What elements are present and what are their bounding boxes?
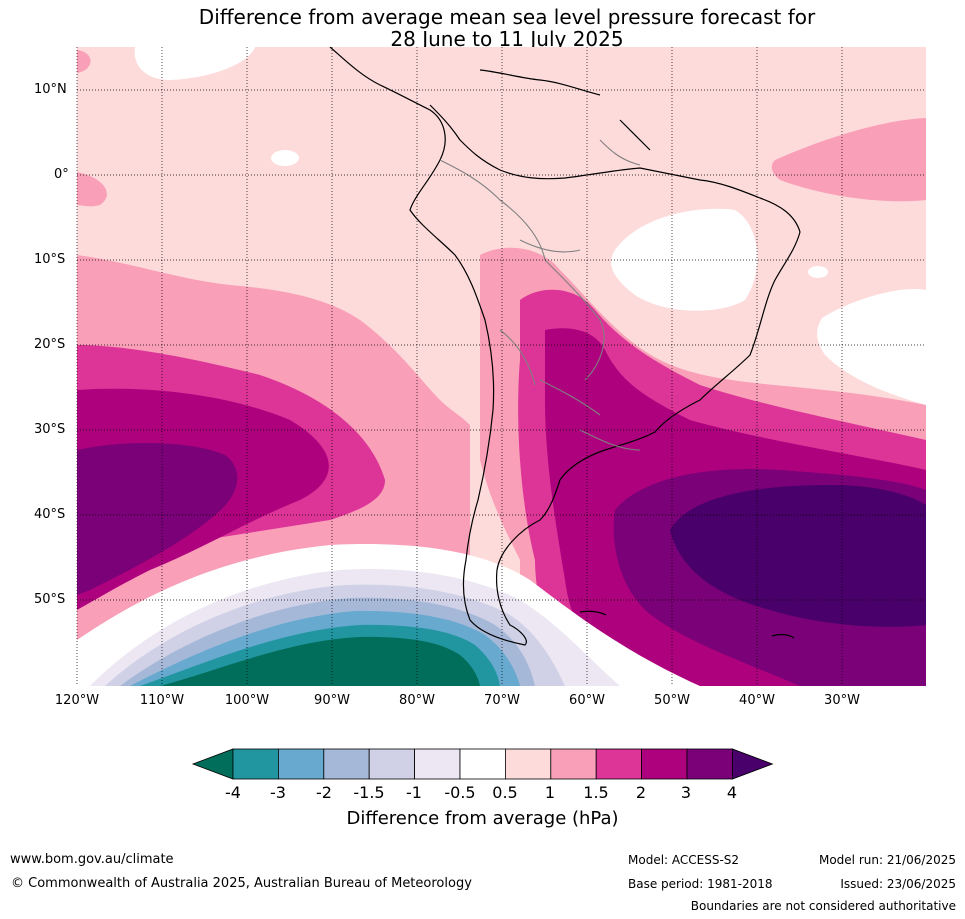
lat-label-20s: 20°S: [34, 337, 66, 352]
lon-label-100w: 100°W: [224, 693, 270, 708]
lon-label-80w: 80°W: [399, 693, 435, 708]
colorbar-segment: [277, 748, 325, 780]
lat-label-30s: 30°S: [34, 422, 66, 437]
colorbar-tick: -3: [270, 783, 286, 802]
footer-url[interactable]: www.bom.gov.au/climate: [10, 852, 174, 867]
lat-label-0: 0°: [54, 167, 69, 182]
colorbar-tick: 3: [680, 783, 692, 802]
colorbar-segment: [550, 748, 597, 780]
lon-label-40w: 40°W: [739, 693, 775, 708]
colorbar-segment: [504, 748, 552, 780]
footer-base-period: Base period: 1981-2018: [628, 877, 773, 891]
colorbar: [191, 748, 774, 780]
colorbar-extend-low: [191, 748, 234, 780]
footer-issued: Issued: 23/06/2025: [840, 877, 956, 891]
lat-label-40s: 40°S: [34, 507, 66, 522]
colorbar-tick: -4: [225, 783, 241, 802]
lat-label-50s: 50°S: [34, 592, 66, 607]
colorbar-tick: -0.5: [444, 783, 476, 802]
colorbar-tick: 4: [726, 783, 738, 802]
colorbar-segment: [641, 748, 688, 780]
colorbar-segment: [459, 748, 506, 780]
colorbar-tick: 0.5: [492, 783, 518, 802]
title-line-2: 28 June to 11 July 2025: [390, 27, 624, 51]
lon-label-110w: 110°W: [139, 693, 185, 708]
colorbar-tick: -1: [406, 783, 422, 802]
lat-label-10s: 10°S: [34, 252, 66, 267]
pressure-anomaly-map: [76, 47, 926, 686]
lon-label-70w: 70°W: [484, 693, 520, 708]
colorbar-segment: [368, 748, 416, 780]
colorbar-tick: -1.5: [353, 783, 385, 802]
coastlines: [329, 47, 801, 646]
graticule: [76, 47, 926, 686]
footer-model-run: Model run: 21/06/2025: [818, 853, 956, 867]
lat-label-10n: 10°N: [34, 82, 67, 97]
lon-label-50w: 50°W: [654, 693, 690, 708]
anomaly-field: [77, 47, 926, 686]
colorbar-segment: [232, 748, 279, 780]
lon-label-60w: 60°W: [569, 693, 605, 708]
colorbar-tick: 1.5: [583, 783, 609, 802]
footer-copyright: © Commonwealth of Australia 2025, Austra…: [11, 876, 472, 891]
footer-boundaries-note: Boundaries are not considered authoritat…: [690, 899, 956, 913]
colorbar-segment: [414, 748, 461, 780]
colorbar-extend-high: [732, 748, 774, 780]
title-line-1: Difference from average mean sea level p…: [198, 5, 816, 29]
footer-model: Model: ACCESS-S2: [628, 853, 740, 867]
lon-label-90w: 90°W: [314, 693, 350, 708]
country-borders: [439, 139, 641, 451]
colorbar-segment: [686, 748, 733, 780]
colorbar-tick: 2: [635, 783, 647, 802]
colorbar-label: Difference from average (hPa): [346, 808, 619, 829]
colorbar-segment: [323, 748, 370, 780]
colorbar-tick: -2: [316, 783, 332, 802]
lon-label-120w: 120°W: [54, 693, 100, 708]
colorbar-segment: [595, 748, 643, 780]
colorbar-tick: 1: [544, 783, 556, 802]
lon-label-30w: 30°W: [824, 693, 860, 708]
